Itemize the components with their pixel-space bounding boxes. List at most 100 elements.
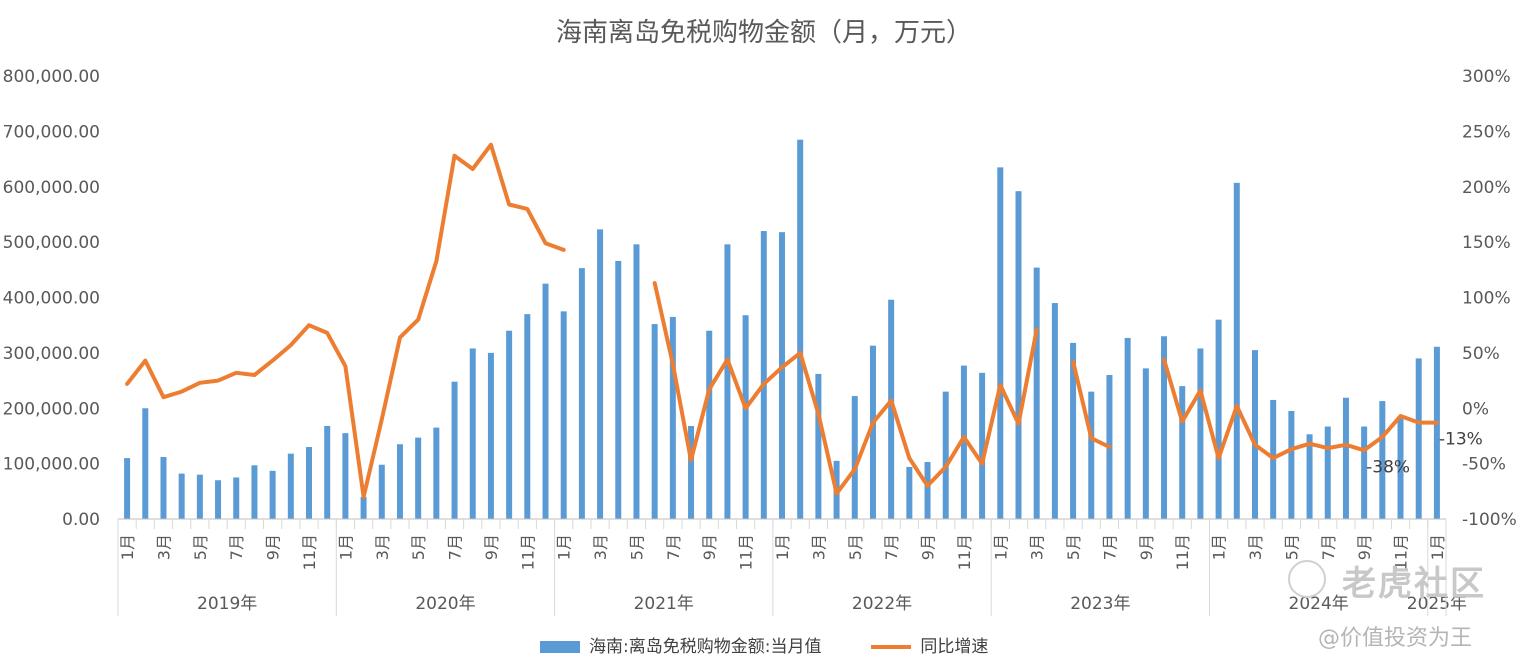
x-year-label: 2021年 (634, 594, 694, 614)
bar (1070, 342, 1077, 519)
x-month-label: 1月 (1210, 534, 1229, 560)
y-right-tick-label: -50% (1462, 455, 1506, 475)
bar (651, 324, 658, 519)
bar (1142, 368, 1149, 519)
bar (706, 330, 713, 519)
y-right-tick-label: 100% (1462, 289, 1511, 309)
x-month-label: 3月 (154, 534, 173, 560)
bar (1306, 434, 1313, 519)
bar (578, 268, 585, 519)
x-month-label: 9月 (264, 534, 283, 560)
bar (615, 260, 622, 519)
y-left-tick-label: 400,000.00 (3, 289, 100, 309)
bar (797, 139, 804, 519)
x-month-label: 5月 (191, 534, 210, 560)
bar (1288, 411, 1295, 519)
bar (142, 408, 149, 519)
bar (1379, 401, 1386, 519)
bar (233, 477, 240, 519)
bar (1088, 391, 1095, 519)
x-year-label: 2023年 (1070, 594, 1130, 614)
watermark-logo-icon (1288, 560, 1326, 598)
legend-label-line: 同比增速 (920, 637, 989, 657)
legend-swatch-line (870, 645, 911, 649)
x-year-label: 2022年 (852, 594, 912, 614)
bar (124, 458, 131, 519)
x-month-label: 1月 (991, 534, 1010, 560)
x-month-label: 1月 (1428, 534, 1447, 560)
watermark-author: @价值投资为王 (1318, 626, 1473, 651)
bar (378, 464, 385, 519)
bar (597, 229, 604, 520)
bar (287, 453, 294, 519)
bar (669, 316, 676, 519)
bar (1251, 350, 1258, 519)
x-year-label: 2019年 (197, 594, 257, 614)
x-month-label: 3月 (809, 534, 828, 560)
y-left-tick-label: 500,000.00 (3, 233, 100, 253)
bar (1215, 319, 1222, 519)
bar (815, 373, 822, 519)
bar (451, 381, 458, 519)
legend-item-line: 同比增速 (870, 632, 989, 657)
bar (215, 480, 222, 519)
bar (160, 456, 167, 519)
bar (997, 167, 1004, 519)
legend-item-bar: 海南:离岛免税购物金额:当月值 (539, 632, 822, 657)
bar (560, 311, 567, 519)
x-month-label: 7月 (664, 534, 683, 560)
y-left-tick-label: 800,000.00 (3, 67, 100, 87)
y-left-tick-label: 300,000.00 (3, 344, 100, 364)
y-right-tick-label: 300% (1462, 67, 1511, 87)
growth-line (1162, 357, 1439, 461)
y-right-tick-label: -100% (1462, 510, 1517, 530)
x-month-label: 9月 (700, 534, 719, 560)
bar (960, 365, 967, 519)
bar (469, 348, 476, 519)
growth-line (125, 142, 566, 499)
legend-label-bar: 海南:离岛免税购物金额:当月值 (589, 637, 822, 657)
bar (524, 314, 531, 519)
x-month-label: 1月 (336, 534, 355, 560)
x-month-label: 1月 (118, 534, 137, 560)
bar (269, 470, 276, 519)
x-month-label: 3月 (591, 534, 610, 560)
bar (1179, 386, 1186, 519)
y-left-tick-label: 0.00 (62, 510, 100, 530)
bar (1397, 416, 1404, 519)
bar (869, 345, 876, 519)
x-month-label: 5月 (846, 534, 865, 560)
bar (633, 244, 640, 519)
bar (1233, 182, 1240, 519)
x-month-label: 1月 (555, 534, 574, 560)
x-month-label: 5月 (409, 534, 428, 560)
x-month-label: 9月 (482, 534, 501, 560)
x-month-label: 11月 (955, 534, 974, 570)
bar (1051, 303, 1058, 519)
y-right-tick-label: 0% (1462, 399, 1489, 419)
y-left-tick-label: 100,000.00 (3, 455, 100, 475)
x-month-label: 11月 (1392, 534, 1411, 570)
legend-swatch-bar (539, 641, 580, 653)
y-left-tick-label: 600,000.00 (3, 178, 100, 198)
x-month-label: 9月 (919, 534, 938, 560)
bar (506, 330, 513, 519)
x-month-label: 5月 (1282, 534, 1301, 560)
growth-line (1071, 359, 1112, 449)
y-right-tick-label: 200% (1462, 178, 1511, 198)
y-left-tick-label: 200,000.00 (3, 399, 100, 419)
x-month-label: 3月 (1028, 534, 1047, 560)
bar (360, 496, 367, 519)
y-right-tick-label: 150% (1462, 233, 1511, 253)
x-month-label: 9月 (1355, 534, 1374, 560)
bar (760, 231, 767, 520)
bar (724, 244, 731, 519)
bar (251, 465, 258, 519)
y-left-tick-label: 700,000.00 (3, 122, 100, 142)
bar (1342, 397, 1349, 519)
bar (415, 437, 422, 519)
x-month-label: 3月 (1246, 534, 1265, 560)
x-year-label: 2024年 (1289, 594, 1349, 614)
